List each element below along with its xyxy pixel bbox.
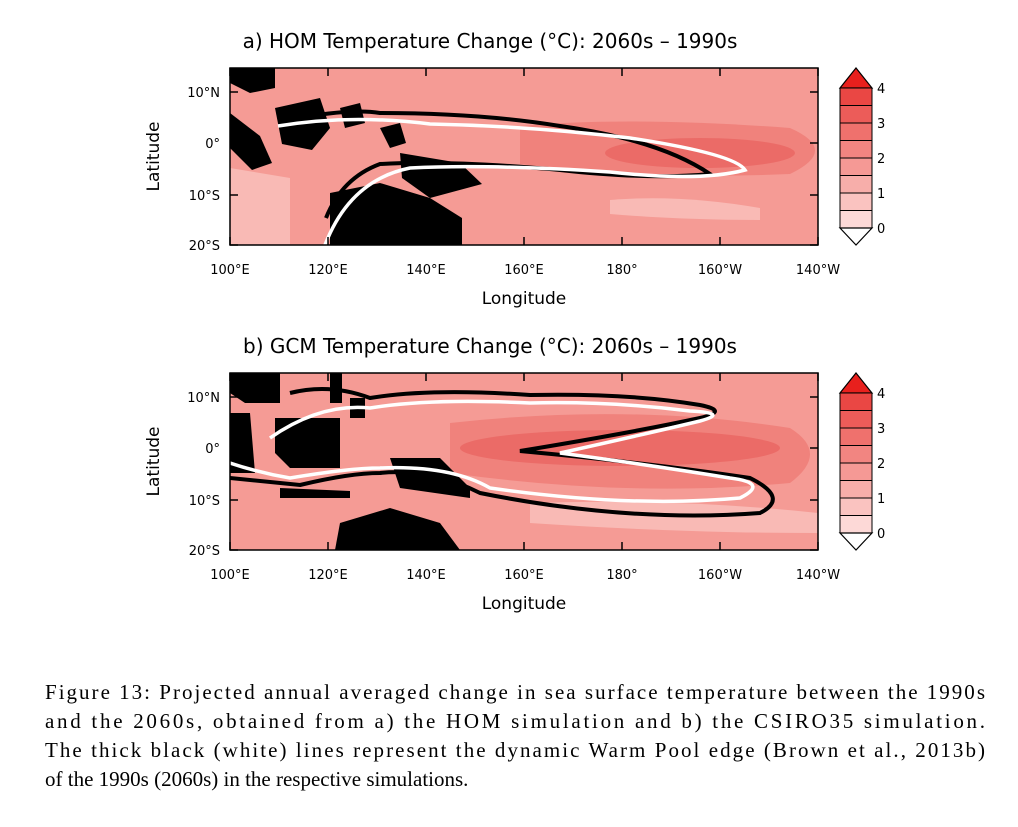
colorbar-label: 4	[877, 387, 885, 402]
x-axis-label: Longitude	[482, 289, 567, 309]
y-axis-label: Latitude	[144, 427, 164, 497]
colorbar-label: 0	[877, 527, 885, 542]
land	[275, 418, 340, 468]
caption-line: The thick black (white) lines represent …	[45, 738, 985, 762]
colorbar-segment	[839, 445, 873, 464]
colorbar-segment	[839, 462, 873, 481]
y-tick-label: 10°S	[189, 189, 220, 204]
land	[330, 183, 462, 245]
x-tick-label: 180°	[606, 263, 637, 278]
y-tick-label: 10°S	[189, 494, 220, 509]
map-fill	[230, 68, 818, 245]
colorbar-segment	[839, 122, 873, 141]
y-tick-label: 0°	[205, 442, 220, 457]
sst-light	[230, 168, 290, 245]
land	[230, 68, 275, 93]
colorbar-segment	[839, 497, 873, 516]
colorbar-segment	[839, 87, 873, 106]
x-tick-label: 140°E	[406, 568, 446, 583]
x-tick-label: 160°E	[504, 568, 544, 583]
colorbar-segment	[839, 410, 873, 429]
colorbar-segment	[839, 175, 873, 194]
colorbar-segment	[839, 427, 873, 446]
colorbar-segment	[839, 210, 873, 229]
colorbar-segment	[839, 157, 873, 176]
colorbar-label: 3	[877, 422, 885, 437]
x-tick-label: 120°E	[308, 263, 348, 278]
x-tick-label: 160°E	[504, 263, 544, 278]
caption-line: of the 1990s (2060s) in the respective s…	[45, 767, 468, 791]
panel-title: a) HOM Temperature Change (°C): 2060s – …	[243, 29, 738, 53]
colorbar-label: 4	[877, 82, 885, 97]
colorbar-label: 1	[877, 187, 885, 202]
land	[335, 508, 460, 550]
x-tick-label: 100°E	[210, 568, 250, 583]
x-tick-label: 140°E	[406, 263, 446, 278]
panel-title: b) GCM Temperature Change (°C): 2060s – …	[243, 334, 737, 358]
colorbar-label: 2	[877, 152, 885, 167]
sst-light	[610, 198, 760, 220]
colorbar-label: 0	[877, 222, 885, 237]
colorbar-top	[838, 67, 874, 89]
edge-2060s	[277, 117, 748, 245]
land	[230, 413, 255, 473]
y-tick-label: 0°	[205, 137, 220, 152]
x-axis-label: Longitude	[482, 594, 567, 614]
colorbar-label: 2	[877, 457, 885, 472]
sst-core	[460, 430, 780, 466]
map	[229, 372, 819, 551]
land	[230, 373, 280, 403]
y-tick-label: 10°N	[187, 86, 220, 101]
map-fill	[230, 373, 818, 550]
x-tick-label: 160°W	[698, 568, 742, 583]
edge-2060s	[230, 399, 755, 504]
colorbar-segment	[839, 105, 873, 124]
x-tick-label: 140°W	[796, 568, 840, 583]
y-axis-label: Latitude	[144, 122, 164, 192]
x-tick-label: 140°W	[796, 263, 840, 278]
colorbar-segment	[839, 392, 873, 411]
colorbar-label: 1	[877, 492, 885, 507]
caption-line: Figure 13: Projected annual averaged cha…	[45, 680, 985, 704]
colorbar-segment	[839, 515, 873, 534]
caption-line: and the 2060s, obtained from a) the HOM …	[45, 709, 985, 733]
y-tick-label: 10°N	[187, 391, 220, 406]
map	[229, 67, 819, 246]
colorbar-segment	[839, 140, 873, 159]
y-tick-label: 20°S	[189, 239, 220, 254]
land	[230, 113, 272, 170]
colorbar-bottom	[838, 532, 874, 551]
colorbar-segment	[839, 192, 873, 211]
colorbar-bottom	[838, 227, 874, 246]
x-tick-label: 120°E	[308, 568, 348, 583]
land	[280, 488, 350, 498]
x-tick-label: 100°E	[210, 263, 250, 278]
colorbar-label: 3	[877, 117, 885, 132]
land	[340, 103, 365, 128]
x-tick-label: 180°	[606, 568, 637, 583]
colorbar-segment	[839, 480, 873, 499]
colorbar-top	[838, 372, 874, 394]
x-tick-label: 160°W	[698, 263, 742, 278]
y-tick-label: 20°S	[189, 544, 220, 559]
land	[380, 123, 406, 148]
edge-1990s	[230, 387, 775, 518]
